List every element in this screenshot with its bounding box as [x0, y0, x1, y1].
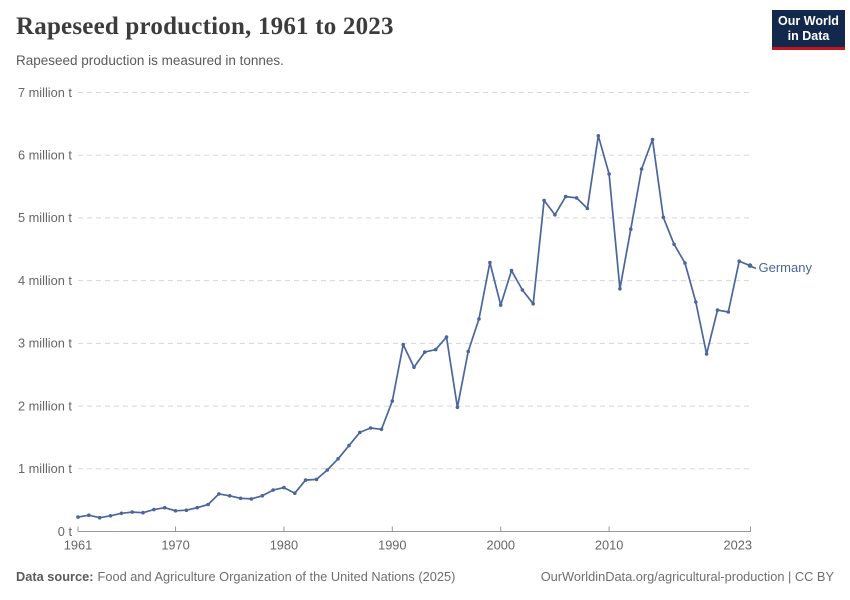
data-source: Data source: Food and Agriculture Organiz… [16, 569, 455, 584]
data-point[interactable] [477, 317, 481, 321]
data-point[interactable] [607, 172, 611, 176]
data-point[interactable] [455, 405, 460, 410]
data-point[interactable] [76, 515, 80, 519]
data-point[interactable] [650, 137, 655, 142]
data-point[interactable] [563, 194, 568, 199]
data-point[interactable] [629, 227, 633, 231]
data-point[interactable] [238, 496, 243, 501]
y-axis-tick-label: 4 million t [18, 273, 72, 288]
y-axis-tick-label: 2 million t [18, 398, 72, 413]
data-point[interactable] [152, 507, 156, 512]
data-point[interactable] [639, 167, 644, 171]
owid-link[interactable]: OurWorldinData.org/agricultural-producti… [540, 569, 785, 584]
data-point[interactable] [108, 514, 113, 518]
data-point[interactable] [466, 349, 471, 354]
data-point[interactable] [390, 399, 395, 403]
data-point[interactable] [260, 494, 265, 498]
data-point[interactable] [87, 513, 91, 517]
data-point[interactable] [303, 478, 308, 482]
data-point[interactable] [358, 430, 362, 435]
data-point[interactable] [444, 335, 449, 339]
y-axis-tick-label: 0 t [58, 524, 73, 539]
x-axis-tick-label: 1990 [378, 538, 406, 553]
y-axis-tick-label: 3 million t [18, 336, 72, 351]
x-axis-tick-label: 2000 [486, 538, 514, 553]
x-axis-tick-label: 2010 [595, 538, 623, 553]
data-point[interactable] [227, 494, 232, 498]
license-text: | CC BY [784, 569, 834, 584]
data-point[interactable] [509, 268, 514, 273]
entity-label-germany[interactable]: Germany [759, 260, 813, 275]
data-source-label: Data source: [16, 569, 94, 584]
data-point[interactable] [368, 426, 373, 430]
data-point[interactable] [433, 347, 438, 352]
owid-logo-line1: Our World [778, 14, 839, 28]
x-axis-tick-label: 1970 [161, 538, 189, 553]
data-point[interactable] [141, 510, 145, 515]
data-point[interactable] [618, 287, 622, 291]
series-line-germany[interactable] [77, 134, 751, 519]
data-point[interactable] [574, 196, 579, 200]
data-point[interactable] [401, 342, 406, 347]
data-point[interactable] [596, 134, 601, 138]
data-point[interactable] [293, 491, 297, 496]
footer-attribution: OurWorldinData.org/agricultural-producti… [541, 569, 834, 584]
data-point[interactable] [585, 206, 590, 211]
data-point[interactable] [683, 261, 687, 265]
data-point[interactable] [173, 509, 178, 513]
data-point[interactable] [704, 352, 709, 356]
y-axis-tick-label: 6 million t [18, 148, 72, 163]
chart-subtitle: Rapeseed production is measured in tonne… [16, 53, 284, 68]
data-point[interactable] [737, 259, 741, 264]
data-point[interactable] [542, 198, 546, 203]
entity-label-connector [750, 265, 757, 270]
data-source-text: Food and Agriculture Organization of the… [97, 569, 456, 584]
data-point[interactable] [488, 260, 492, 265]
y-axis-tick-label: 5 million t [18, 210, 72, 225]
data-point[interactable] [672, 242, 676, 247]
owid-logo-line2: in Data [787, 29, 830, 43]
y-axis-tick-label: 7 million t [18, 85, 72, 100]
owid-logo[interactable]: Our World in Data [772, 10, 845, 50]
data-point[interactable] [162, 505, 167, 510]
data-point[interactable] [336, 457, 340, 461]
data-point[interactable] [423, 350, 427, 354]
data-point[interactable] [217, 492, 221, 496]
data-point[interactable] [347, 443, 351, 448]
data-point[interactable] [119, 511, 124, 516]
page-title: Rapeseed production, 1961 to 2023 [16, 13, 394, 40]
y-axis-tick-label: 1 million t [18, 461, 72, 476]
data-point[interactable] [694, 300, 698, 304]
data-point[interactable] [715, 308, 720, 312]
data-point[interactable] [498, 303, 503, 307]
data-point[interactable] [97, 515, 102, 520]
data-point[interactable] [412, 365, 416, 370]
data-point[interactable] [184, 508, 189, 512]
data-point[interactable] [661, 215, 666, 220]
data-point[interactable] [271, 488, 275, 492]
data-point[interactable] [726, 310, 731, 314]
x-axis-tick-label: 1980 [270, 538, 298, 553]
data-point[interactable] [195, 505, 199, 510]
data-point[interactable] [325, 468, 330, 472]
data-point[interactable] [130, 510, 134, 514]
data-point[interactable] [520, 288, 525, 292]
data-point[interactable] [314, 477, 319, 482]
data-point[interactable] [553, 213, 557, 217]
x-axis-tick-label: 2023 [724, 538, 752, 553]
x-axis-tick-label: 1961 [64, 538, 92, 553]
data-point[interactable] [531, 302, 535, 306]
data-point[interactable] [379, 427, 384, 432]
data-point[interactable] [206, 502, 210, 507]
data-point[interactable] [282, 485, 286, 490]
data-point[interactable] [249, 497, 254, 501]
